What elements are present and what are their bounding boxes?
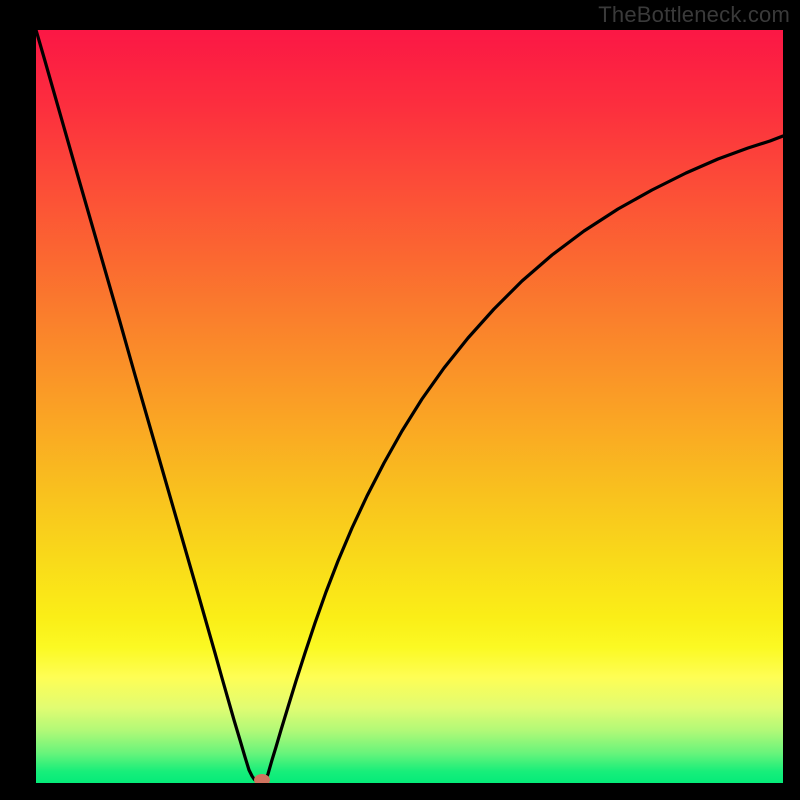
- watermark-text: TheBottleneck.com: [598, 2, 790, 28]
- plot-background: [36, 30, 783, 783]
- frame-bottom: [0, 783, 800, 800]
- bottleneck-chart: [0, 0, 800, 800]
- frame-left: [0, 0, 36, 800]
- chart-container: TheBottleneck.com: [0, 0, 800, 800]
- frame-right: [783, 0, 800, 800]
